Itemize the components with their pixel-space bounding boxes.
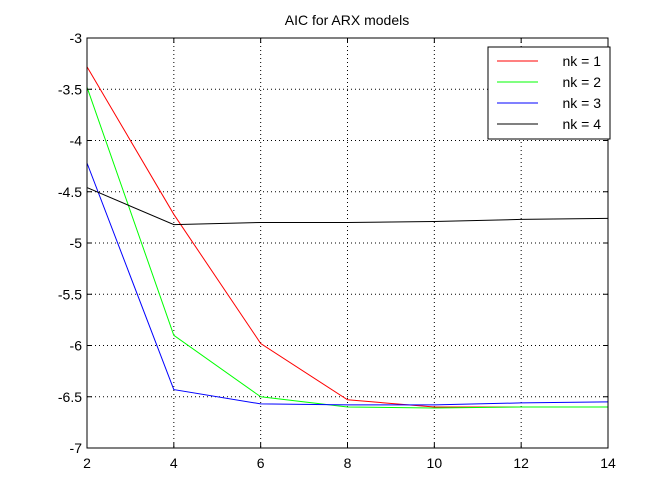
series-lines — [86, 66, 609, 409]
legend-label: nk = 2 — [562, 74, 601, 90]
y-tick-label: -4 — [70, 133, 83, 149]
legend-label: nk = 1 — [562, 53, 601, 69]
chart-title: AIC for ARX models — [285, 12, 410, 28]
series-line-nk-3 — [86, 162, 609, 406]
series-line-nk-2 — [86, 87, 608, 409]
x-tick-label: 6 — [257, 455, 265, 471]
x-tick-label: 4 — [170, 455, 178, 471]
y-tick-label: -3 — [70, 30, 83, 46]
y-tick-label: -3.5 — [58, 81, 82, 97]
x-tick-label: 2 — [83, 455, 91, 471]
legend-label: nk = 3 — [562, 95, 601, 111]
legend: nk = 1 nk = 2 nk = 3 nk = 4 — [487, 46, 611, 140]
y-tick-label: -5 — [70, 235, 83, 251]
x-tick-label: 14 — [600, 455, 616, 471]
y-tick-label: -4.5 — [58, 184, 82, 200]
y-tick-label: -5.5 — [58, 286, 82, 302]
series-line-nk-4 — [86, 187, 609, 226]
x-tick-label: 12 — [513, 455, 529, 471]
y-tick-label: -6.5 — [58, 389, 82, 405]
legend-label: nk = 4 — [562, 116, 601, 132]
x-tick-label: 10 — [427, 455, 443, 471]
y-tick-label: -7 — [70, 440, 83, 456]
y-tick-label: -6 — [70, 338, 83, 354]
x-tick-label: 8 — [344, 455, 352, 471]
axes: 2 4 6 8 10 12 14 -3 -3.5 -4 -4.5 -5 -5.5 -6 -6.5 -7 — [58, 30, 616, 471]
grid-lines — [87, 38, 608, 448]
